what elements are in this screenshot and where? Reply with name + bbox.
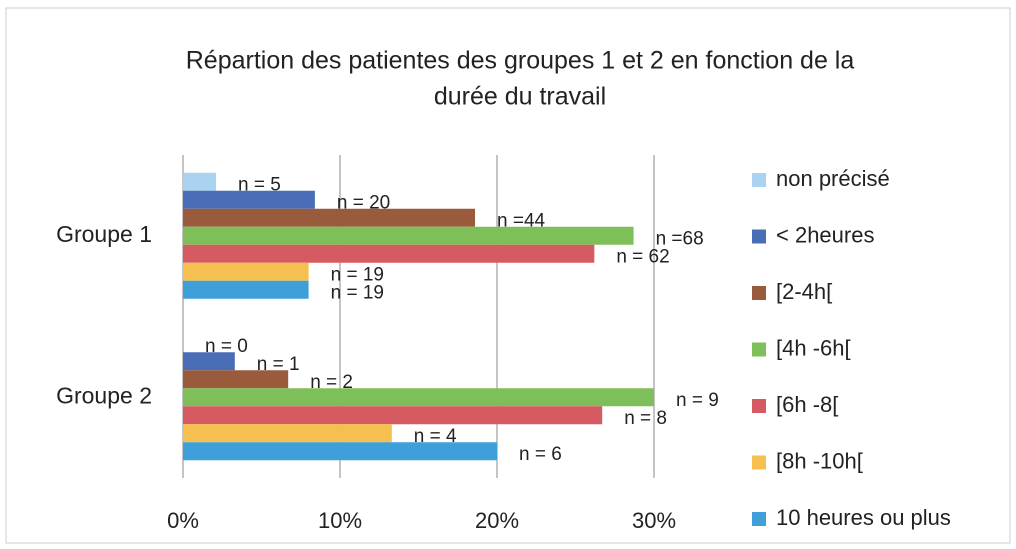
legend-swatch bbox=[752, 173, 766, 187]
data-label: n = 8 bbox=[624, 408, 667, 429]
legend-label: [4h -6h[ bbox=[776, 335, 851, 360]
data-label: n = 4 bbox=[414, 426, 457, 447]
bar bbox=[183, 424, 392, 443]
bar bbox=[183, 262, 309, 281]
legend-swatch bbox=[752, 455, 766, 470]
y-tick-label: Groupe 2 bbox=[56, 382, 152, 408]
legend-label: [2-4h[ bbox=[776, 279, 832, 304]
chart-title: durée du travail bbox=[434, 83, 606, 111]
bar bbox=[183, 244, 595, 263]
legend-swatch bbox=[752, 512, 766, 526]
chart-title: Répartion des patientes des groupes 1 et… bbox=[186, 47, 855, 75]
frame bbox=[5, 7, 1011, 544]
data-label: n =68 bbox=[656, 228, 704, 249]
legend-label: < 2heures bbox=[776, 222, 874, 247]
bar bbox=[183, 226, 634, 245]
x-tick-label: 0% bbox=[167, 508, 199, 533]
data-label: n = 62 bbox=[616, 246, 669, 267]
bar bbox=[183, 172, 216, 191]
legend-label: non précisé bbox=[776, 166, 890, 191]
data-label: n = 19 bbox=[331, 282, 384, 303]
x-tick-label: 30% bbox=[632, 508, 676, 533]
x-tick-label: 10% bbox=[318, 508, 362, 533]
legend-swatch bbox=[752, 229, 766, 244]
data-label: n = 9 bbox=[676, 390, 719, 411]
legend-swatch bbox=[752, 399, 766, 413]
data-label: n =44 bbox=[497, 210, 546, 231]
data-label: n = 20 bbox=[337, 192, 390, 213]
legend-label: [8h -10h[ bbox=[776, 448, 863, 473]
data-label: n = 5 bbox=[238, 174, 281, 195]
bar bbox=[183, 442, 497, 461]
data-label: n = 19 bbox=[331, 264, 384, 285]
data-label: n = 1 bbox=[257, 354, 300, 375]
legend-swatch bbox=[752, 286, 766, 300]
bar bbox=[183, 352, 235, 371]
legend-label: 10 heures ou plus bbox=[776, 505, 951, 530]
x-tick-label: 20% bbox=[475, 508, 519, 533]
legend-label: [6h -8[ bbox=[776, 392, 838, 417]
data-label: n = 2 bbox=[310, 372, 353, 393]
bar bbox=[183, 280, 309, 299]
bar bbox=[183, 208, 476, 227]
y-tick-label: Groupe 1 bbox=[56, 221, 152, 247]
legend-swatch bbox=[752, 342, 766, 357]
bar bbox=[183, 388, 654, 407]
data-label: n = 6 bbox=[519, 444, 562, 465]
bar bbox=[183, 190, 315, 209]
bar bbox=[183, 406, 603, 425]
data-label: n = 0 bbox=[205, 336, 248, 357]
bar bbox=[183, 370, 289, 389]
